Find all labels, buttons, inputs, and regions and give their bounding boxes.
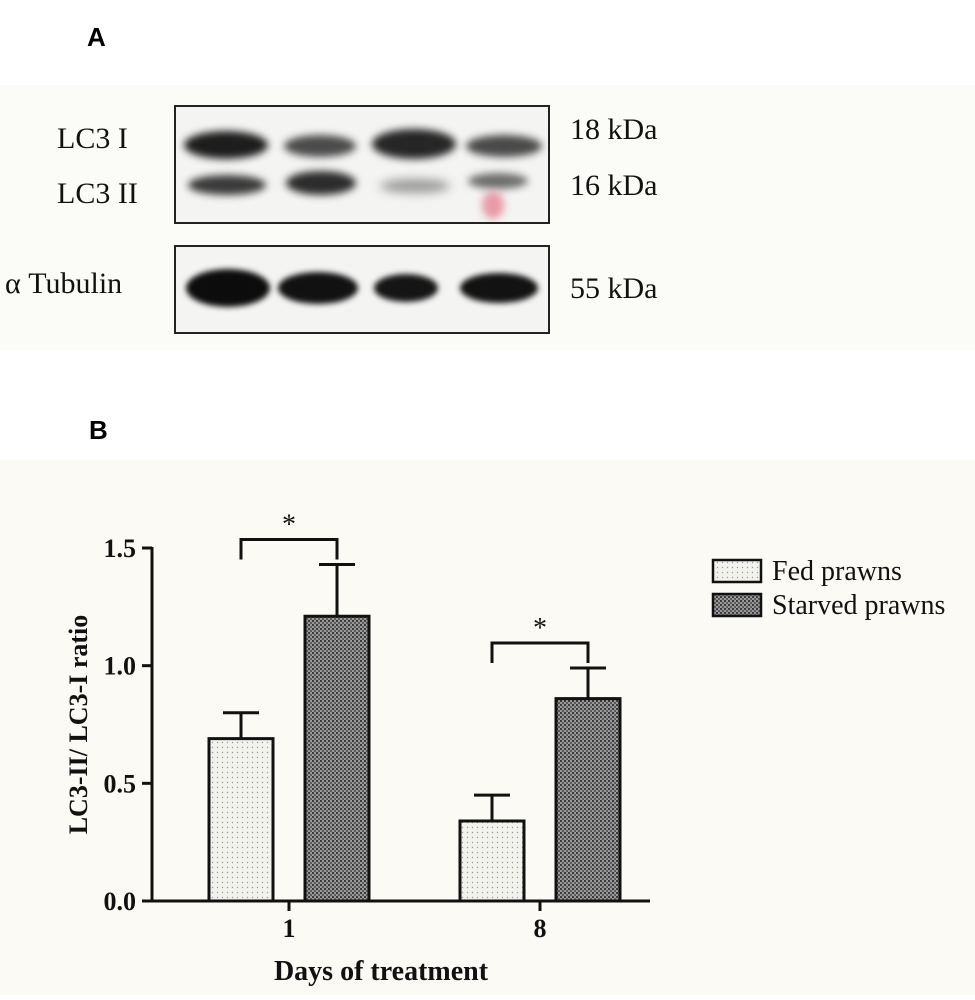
kda-18-label: 18 kDa <box>570 113 658 146</box>
tubulin-band-lane3 <box>374 274 438 302</box>
significance-bracket <box>239 537 339 560</box>
lc3-ratio-bar-chart: 0.0 0.5 1.0 1.5 LC3-II/ LC3-I ratio Days of t… <box>64 509 945 987</box>
bar-fed-day-8 <box>458 819 526 903</box>
lc3-i-band-lane3 <box>372 129 456 159</box>
lc3-ii-label: LC3 II <box>57 177 138 210</box>
tubulin-blot-image <box>174 245 550 334</box>
bar-starved-day-1 <box>303 614 371 903</box>
y-axis-title: LC3-II/ LC3-I ratio <box>64 615 93 835</box>
kda-16-label: 16 kDa <box>570 169 658 202</box>
x-tick-label: 8 <box>534 914 547 943</box>
lc3-ii-band-lane1 <box>188 175 266 195</box>
legend-label-fed: Fed prawns <box>772 556 902 587</box>
bar-starved-day-8 <box>554 697 622 903</box>
lc3-i-band-lane1 <box>184 131 268 159</box>
panel-b-label: B <box>89 415 108 445</box>
lc3-ii-band-lane2 <box>286 171 356 195</box>
x-axis-title: Days of treatment <box>274 956 489 987</box>
lc3-i-band-lane2 <box>284 135 356 157</box>
x-tick-label: 1 <box>283 914 296 943</box>
lc3-ii-band-lane3 <box>380 179 450 193</box>
tubulin-band-lane4 <box>460 273 538 303</box>
western-blot-panel: LC3 I LC3 II α Tubulin 18 kDa 16 kDa 55 … <box>0 85 975 350</box>
y-tick-label: 0.5 <box>104 769 137 798</box>
blot-artifact-spot <box>482 191 504 219</box>
lc3-i-band-lane4 <box>466 135 542 157</box>
legend-label-starved: Starved prawns <box>772 590 945 621</box>
legend-swatch-fed <box>711 558 763 584</box>
legend-swatch-starved <box>711 592 763 618</box>
significance-bracket <box>490 641 590 664</box>
bar-chart-panel: 0.0 0.5 1.0 1.5 LC3-II/ LC3-I ratio Days of t… <box>0 460 975 995</box>
kda-55-label: 55 kDa <box>570 272 658 305</box>
y-tick-label: 1.5 <box>104 534 137 563</box>
tubulin-band-lane1 <box>186 269 270 307</box>
significance-star: * <box>282 509 296 540</box>
tubulin-band-lane2 <box>278 272 358 304</box>
lc3-ii-band-lane4 <box>468 173 528 189</box>
y-tick-label: 0.0 <box>104 887 137 916</box>
lc3-blot-image <box>174 105 550 224</box>
bar-fed-day-1 <box>207 737 275 903</box>
tubulin-label: α Tubulin <box>5 267 123 300</box>
y-tick-label: 1.0 <box>104 652 137 681</box>
panel-a-label: A <box>87 22 106 52</box>
lc3-i-label: LC3 I <box>57 122 128 155</box>
significance-star: * <box>533 613 547 644</box>
